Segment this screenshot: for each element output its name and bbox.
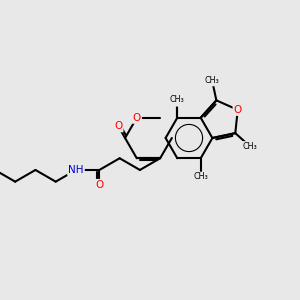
Text: O: O	[133, 113, 141, 123]
Text: CH₃: CH₃	[170, 94, 185, 103]
Text: O: O	[234, 105, 242, 115]
Text: NH: NH	[68, 165, 84, 175]
Text: O: O	[114, 121, 122, 131]
Text: CH₃: CH₃	[169, 97, 185, 106]
Text: CH₃: CH₃	[205, 76, 220, 85]
Text: O: O	[95, 180, 104, 190]
Text: CH₃: CH₃	[193, 172, 208, 182]
Text: CH₃: CH₃	[243, 142, 257, 151]
